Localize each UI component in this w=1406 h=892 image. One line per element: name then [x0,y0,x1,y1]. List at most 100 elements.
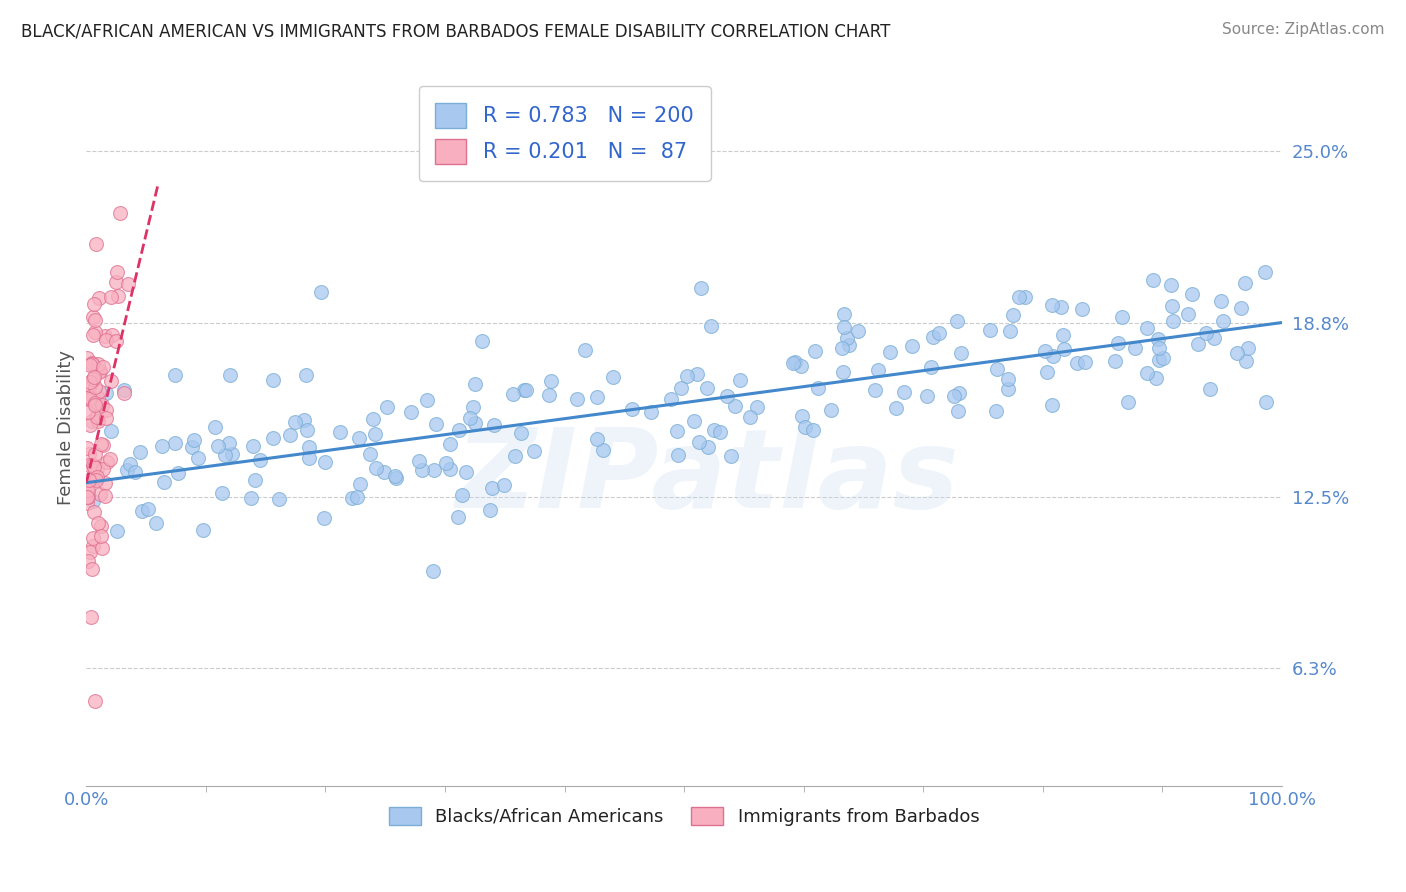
Point [153,475,176,489]
Point [747,400,769,414]
Point [80,562,103,576]
Point [82,328,104,343]
Point [82,494,104,508]
Point [83,370,105,384]
Point [364,461,387,475]
Point [574,343,596,358]
Point [312,510,335,524]
Point [77,473,100,487]
Point [920,359,942,374]
Point [86,469,108,483]
Point [700,318,723,333]
Point [87,414,110,428]
Point [84,380,107,394]
Point [110,206,132,220]
Point [76,496,98,510]
Point [686,367,709,381]
Point [105,334,128,348]
Point [87,516,110,530]
Point [262,431,284,445]
Point [214,448,236,462]
Point [284,415,307,429]
Point [1107,335,1129,350]
Point [724,399,747,413]
Point [82,372,104,386]
Point [1198,382,1220,396]
Point [77,490,100,504]
Point [1146,332,1168,346]
Point [129,445,152,459]
Point [523,444,546,458]
Point [683,414,706,428]
Point [80,357,103,371]
Point [464,376,486,391]
Point [340,491,363,506]
Point [112,383,135,397]
Point [100,425,122,439]
Point [87,358,110,372]
Point [1253,265,1275,279]
Point [124,465,146,479]
Point [832,320,855,334]
Point [886,401,908,416]
Point [946,313,969,327]
Point [346,490,368,504]
Point [592,443,614,458]
Point [87,365,110,379]
Point [86,460,108,475]
Point [298,451,321,466]
Point [801,423,824,437]
Point [943,389,966,403]
Point [76,441,98,455]
Point [1136,320,1159,334]
Point [267,492,290,507]
Point [100,328,122,343]
Point [249,453,271,467]
Point [1066,356,1088,370]
Point [1187,337,1209,351]
Point [510,426,533,441]
Point [79,377,101,392]
Point [77,447,100,461]
Point [1142,273,1164,287]
Point [218,368,240,383]
Point [90,437,112,451]
Point [921,329,943,343]
Point [1116,395,1139,409]
Point [640,405,662,419]
Point [104,275,127,289]
Point [984,403,1007,417]
Point [456,466,478,480]
Point [703,423,725,437]
Point [83,395,105,409]
Point [950,346,973,360]
Point [1111,310,1133,324]
Point [361,412,384,426]
Point [105,524,128,538]
Point [96,403,118,417]
Point [112,386,135,401]
Point [1136,367,1159,381]
Point [1014,290,1036,304]
Point [359,447,381,461]
Point [242,439,264,453]
Point [80,414,103,428]
Point [80,610,103,624]
Point [1008,290,1031,304]
Point [434,456,457,470]
Point [76,490,98,504]
Point [416,392,439,407]
Point [804,344,827,359]
Point [107,289,129,303]
Point [492,478,515,492]
Point [87,391,110,405]
Point [661,392,683,407]
Point [314,455,336,469]
Point [586,432,609,446]
Point [838,338,860,352]
Point [928,326,950,340]
Point [83,459,105,474]
Point [461,400,484,414]
Point [1147,353,1170,368]
Point [439,437,461,451]
